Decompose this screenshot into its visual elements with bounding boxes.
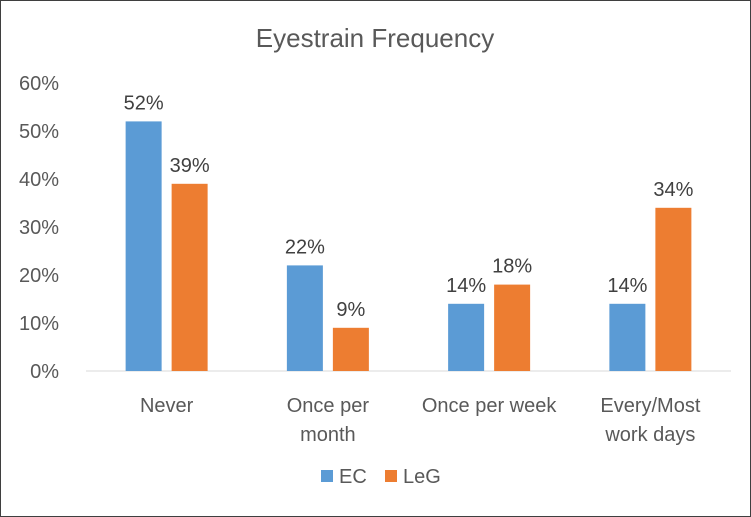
category-label: Never: [140, 395, 194, 417]
bar-leg: [171, 183, 208, 371]
bars: [125, 121, 692, 372]
category-label: Once per week: [422, 395, 558, 417]
bar-ec: [609, 303, 646, 371]
data-label: 18%: [492, 256, 532, 278]
y-tick-label: 40%: [19, 169, 59, 191]
category-label: Every/Most work days: [600, 395, 700, 446]
legend-label-ec: EC: [339, 466, 367, 488]
bar-leg: [494, 284, 531, 371]
bar-ec: [125, 121, 162, 372]
data-label: 39%: [170, 155, 210, 177]
y-tick-label: 10%: [19, 313, 59, 335]
legend-swatch-ec: [321, 470, 333, 482]
y-tick-label: 50%: [19, 121, 59, 143]
bar-leg: [332, 327, 369, 371]
data-label: 22%: [285, 236, 325, 258]
bar-ec: [448, 303, 485, 371]
bar-ec: [286, 265, 323, 371]
data-label: 52%: [124, 92, 164, 114]
y-tick-label: 30%: [19, 217, 59, 239]
x-axis: Never Once per month Once per week Every/Mos…: [140, 395, 701, 446]
data-label: 34%: [653, 179, 693, 201]
category-label: Once per month: [287, 395, 370, 446]
legend-label-leg: LeG: [403, 466, 441, 488]
legend: EC LeG: [321, 466, 441, 488]
bar-leg: [655, 207, 692, 371]
data-labels: 52% 22% 14% 14% 39% 9% 18% 34%: [124, 92, 694, 320]
data-label: 14%: [607, 275, 647, 297]
y-tick-label: 0%: [30, 361, 59, 383]
chart-title: Eyestrain Frequency: [256, 23, 494, 53]
legend-swatch-leg: [385, 470, 397, 482]
data-label: 14%: [446, 275, 486, 297]
data-label: 9%: [336, 299, 365, 321]
y-tick-label: 60%: [19, 73, 59, 95]
y-tick-label: 20%: [19, 265, 59, 287]
